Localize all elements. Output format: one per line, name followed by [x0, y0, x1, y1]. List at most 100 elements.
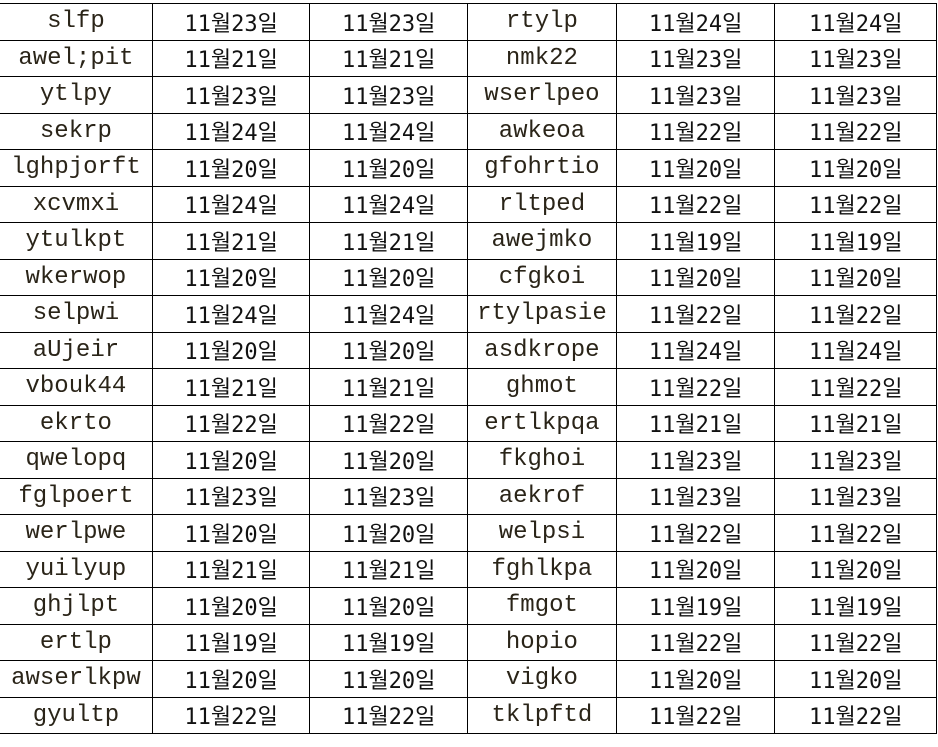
date-cell[interactable]: 11월22일: [774, 368, 937, 406]
date-cell[interactable]: 11월20일: [309, 258, 468, 296]
date-cell[interactable]: 11월19일: [774, 222, 937, 260]
date-cell[interactable]: 11월19일: [151, 623, 311, 661]
date-cell[interactable]: 11월20일: [309, 331, 468, 369]
name-cell[interactable]: nmk22: [466, 39, 617, 77]
date-cell[interactable]: 11월23일: [151, 76, 311, 114]
name-cell[interactable]: sekrp: [0, 112, 153, 150]
date-cell[interactable]: 11월21일: [151, 39, 311, 77]
date-cell[interactable]: 11월20일: [151, 587, 311, 625]
date-cell[interactable]: 11월19일: [615, 587, 776, 625]
name-cell[interactable]: rtylp: [466, 3, 617, 41]
date-cell[interactable]: 11월22일: [774, 514, 937, 552]
date-cell[interactable]: 11월20일: [151, 514, 311, 552]
date-cell[interactable]: 11월20일: [309, 149, 468, 187]
date-cell[interactable]: 11월20일: [309, 660, 468, 698]
date-cell[interactable]: 11월22일: [774, 696, 937, 734]
name-cell[interactable]: wserlpeo: [466, 76, 617, 114]
date-cell[interactable]: 11월20일: [774, 149, 937, 187]
date-cell[interactable]: 11월23일: [309, 477, 468, 515]
name-cell[interactable]: ertlkpqa: [466, 404, 617, 442]
date-cell[interactable]: 11월19일: [774, 587, 937, 625]
date-cell[interactable]: 11월21일: [309, 368, 468, 406]
date-cell[interactable]: 11월20일: [151, 331, 311, 369]
date-cell[interactable]: 11월22일: [309, 404, 468, 442]
name-cell[interactable]: gfohrtio: [466, 149, 617, 187]
date-cell[interactable]: 11월20일: [309, 441, 468, 479]
date-cell[interactable]: 11월20일: [615, 149, 776, 187]
name-cell[interactable]: ertlp: [0, 623, 153, 661]
date-cell[interactable]: 11월21일: [309, 550, 468, 588]
date-cell[interactable]: 11월24일: [309, 185, 468, 223]
name-cell[interactable]: xcvmxi: [0, 185, 153, 223]
name-cell[interactable]: ghjlpt: [0, 587, 153, 625]
date-cell[interactable]: 11월20일: [615, 550, 776, 588]
date-cell[interactable]: 11월22일: [774, 295, 937, 333]
date-cell[interactable]: 11월22일: [151, 404, 311, 442]
date-cell[interactable]: 11월23일: [615, 477, 776, 515]
date-cell[interactable]: 11월20일: [774, 258, 937, 296]
date-cell[interactable]: 11월23일: [309, 3, 468, 41]
name-cell[interactable]: aUjeir: [0, 331, 153, 369]
date-cell[interactable]: 11월23일: [309, 76, 468, 114]
date-cell[interactable]: 11월24일: [615, 331, 776, 369]
date-cell[interactable]: 11월22일: [774, 112, 937, 150]
date-cell[interactable]: 11월21일: [309, 222, 468, 260]
date-cell[interactable]: 11월24일: [309, 295, 468, 333]
date-cell[interactable]: 11월20일: [151, 660, 311, 698]
date-cell[interactable]: 11월22일: [615, 295, 776, 333]
date-cell[interactable]: 11월22일: [151, 696, 311, 734]
name-cell[interactable]: fghlkpa: [466, 550, 617, 588]
name-cell[interactable]: gyultp: [0, 696, 153, 734]
date-cell[interactable]: 11월23일: [615, 441, 776, 479]
name-cell[interactable]: awkeoa: [466, 112, 617, 150]
name-cell[interactable]: werlpwe: [0, 514, 153, 552]
name-cell[interactable]: lghpjorft: [0, 149, 153, 187]
date-cell[interactable]: 11월20일: [151, 149, 311, 187]
name-cell[interactable]: fmgot: [466, 587, 617, 625]
date-cell[interactable]: 11월20일: [615, 660, 776, 698]
date-cell[interactable]: 11월23일: [774, 39, 937, 77]
date-cell[interactable]: 11월21일: [151, 550, 311, 588]
name-cell[interactable]: fglpoert: [0, 477, 153, 515]
name-cell[interactable]: welpsi: [466, 514, 617, 552]
name-cell[interactable]: awejmko: [466, 222, 617, 260]
date-cell[interactable]: 11월21일: [151, 222, 311, 260]
date-cell[interactable]: 11월22일: [615, 696, 776, 734]
date-cell[interactable]: 11월23일: [151, 3, 311, 41]
name-cell[interactable]: vigko: [466, 660, 617, 698]
date-cell[interactable]: 11월22일: [615, 185, 776, 223]
name-cell[interactable]: awserlkpw: [0, 660, 153, 698]
date-cell[interactable]: 11월20일: [309, 587, 468, 625]
date-cell[interactable]: 11월23일: [774, 477, 937, 515]
date-cell[interactable]: 11월21일: [151, 368, 311, 406]
date-cell[interactable]: 11월24일: [774, 3, 937, 41]
date-cell[interactable]: 11월24일: [615, 3, 776, 41]
date-cell[interactable]: 11월20일: [774, 660, 937, 698]
date-cell[interactable]: 11월19일: [309, 623, 468, 661]
date-cell[interactable]: 11월21일: [615, 404, 776, 442]
name-cell[interactable]: awel;pit: [0, 39, 153, 77]
date-cell[interactable]: 11월22일: [615, 623, 776, 661]
date-cell[interactable]: 11월24일: [774, 331, 937, 369]
date-cell[interactable]: 11월22일: [774, 623, 937, 661]
name-cell[interactable]: ekrto: [0, 404, 153, 442]
date-cell[interactable]: 11월23일: [774, 76, 937, 114]
date-cell[interactable]: 11월22일: [774, 185, 937, 223]
name-cell[interactable]: tklpftd: [466, 696, 617, 734]
name-cell[interactable]: ytulkpt: [0, 222, 153, 260]
name-cell[interactable]: ytlpy: [0, 76, 153, 114]
date-cell[interactable]: 11월21일: [309, 39, 468, 77]
date-cell[interactable]: 11월22일: [615, 514, 776, 552]
name-cell[interactable]: fkghoi: [466, 441, 617, 479]
name-cell[interactable]: qwelopq: [0, 441, 153, 479]
name-cell[interactable]: yuilyup: [0, 550, 153, 588]
name-cell[interactable]: hopio: [466, 623, 617, 661]
date-cell[interactable]: 11월22일: [309, 696, 468, 734]
date-cell[interactable]: 11월21일: [774, 404, 937, 442]
date-cell[interactable]: 11월23일: [615, 76, 776, 114]
date-cell[interactable]: 11월24일: [151, 185, 311, 223]
date-cell[interactable]: 11월19일: [615, 222, 776, 260]
name-cell[interactable]: ghmot: [466, 368, 617, 406]
name-cell[interactable]: cfgkoi: [466, 258, 617, 296]
date-cell[interactable]: 11월20일: [309, 514, 468, 552]
